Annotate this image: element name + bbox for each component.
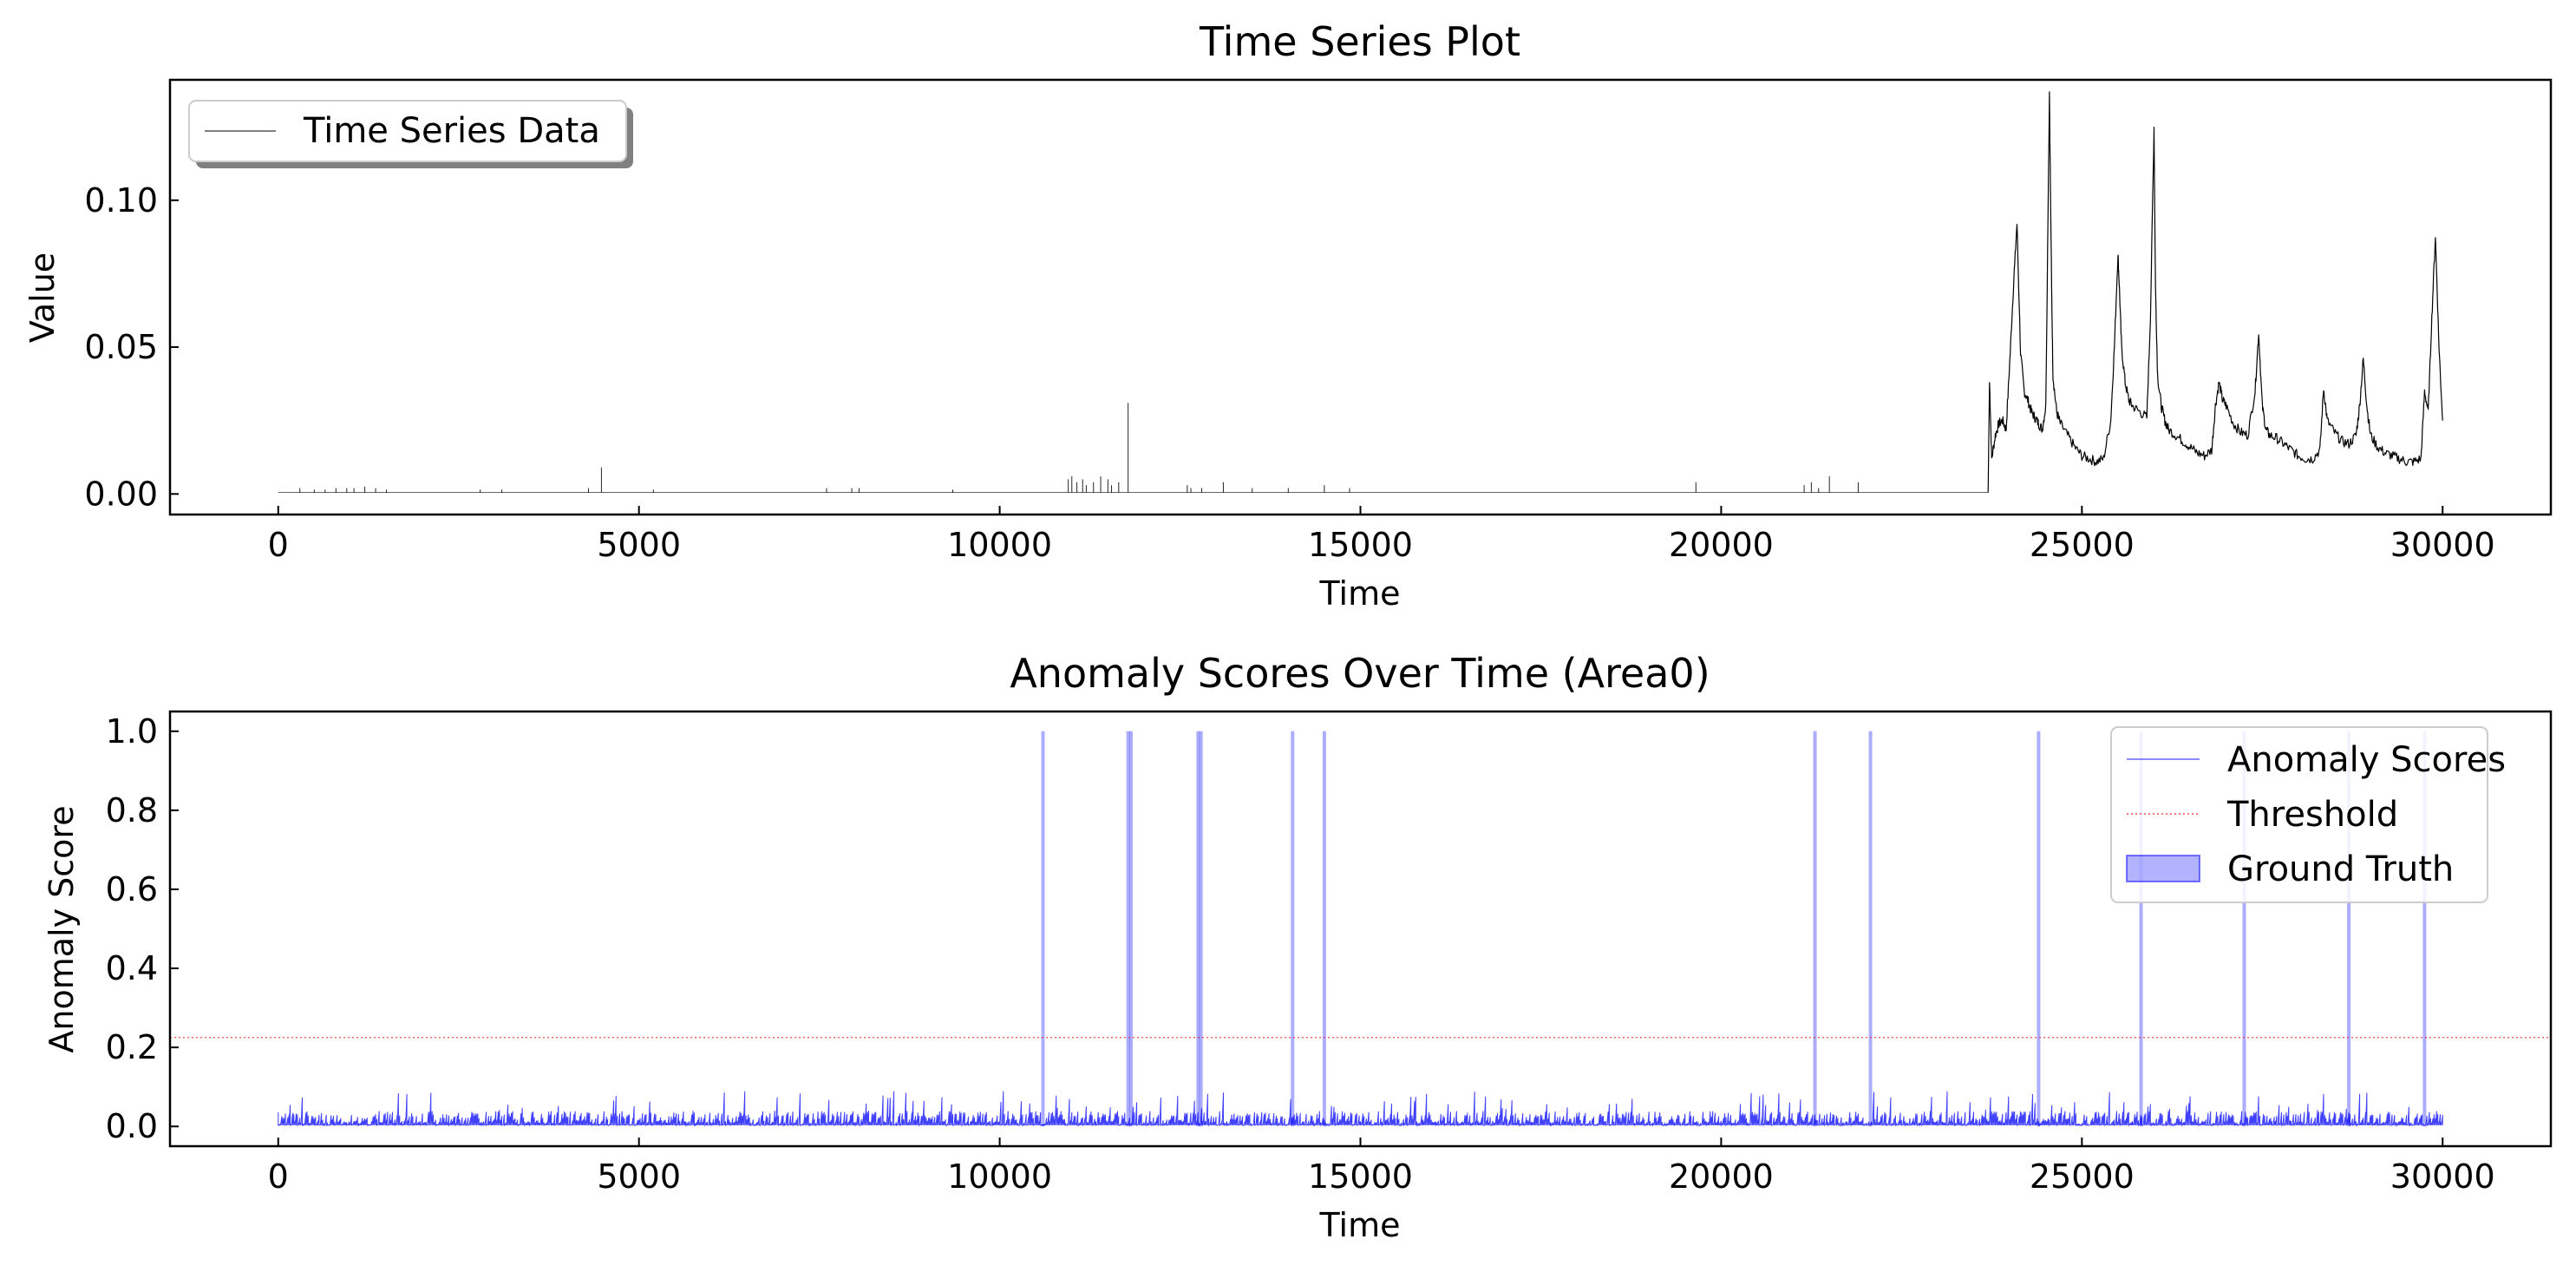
x-tick-label: 30000	[2390, 1157, 2495, 1196]
x-tick-label: 20000	[1669, 1157, 1774, 1196]
anomaly-score-line	[278, 1091, 2443, 1127]
y-tick-label: 0.05	[84, 328, 158, 366]
legend-label: Threshold	[2226, 795, 2398, 835]
x-tick-label: 30000	[2390, 526, 2495, 564]
x-tick-label: 20000	[1669, 526, 1774, 564]
y-tick-label: 0.0	[106, 1107, 158, 1145]
legend: Anomaly Scores Threshold Ground Truth	[2110, 726, 2506, 903]
y-tick-label: 1.0	[106, 712, 158, 751]
panel-time-series: Time Series Plot 0 5000 10000 15000 20000 250…	[23, 18, 2553, 613]
y-axis-label: Value	[23, 252, 62, 343]
data-marks	[278, 91, 2443, 493]
legend-label: Anomaly Scores	[2227, 740, 2506, 780]
y-tick-label: 0.8	[106, 791, 158, 829]
x-tick-label: 10000	[947, 1157, 1052, 1196]
y-tick-label: 0.00	[84, 475, 158, 513]
y-tick-label: 0.4	[106, 949, 158, 987]
x-tick-label: 25000	[2030, 526, 2135, 564]
panel-anomaly-scores: Anomaly Scores Over Time (Area0) 0 5000 10…	[42, 650, 2553, 1244]
legend: Time Series Data	[188, 100, 633, 168]
series-line	[1987, 91, 2443, 493]
x-tick-label: 15000	[1308, 1157, 1413, 1196]
x-tick-label: 0	[268, 526, 289, 564]
x-tick-label: 0	[268, 1157, 289, 1196]
legend-box	[188, 100, 627, 162]
plot-frame	[168, 710, 2553, 1148]
x-axis-label: Time	[1319, 1206, 1401, 1244]
x-tick-label: 25000	[2030, 1157, 2135, 1196]
legend-label: Time Series Data	[303, 111, 600, 151]
legend-box	[2110, 726, 2488, 903]
plot-frame	[168, 78, 2553, 516]
y-tick-label: 0.6	[106, 870, 158, 908]
chart-title: Time Series Plot	[1199, 18, 1520, 65]
tick-group: 0 5000 10000 15000 20000 25000 30000 0.00 0.05 0.…	[84, 181, 2494, 564]
y-tick-label: 0.10	[84, 181, 158, 220]
y-tick-label: 0.2	[106, 1028, 158, 1066]
legend-label: Ground Truth	[2227, 849, 2454, 889]
tick-group: 0 5000 10000 15000 20000 25000 30000 0.0 0.2 0.4 0…	[106, 712, 2495, 1196]
legend-swatch-patch	[2126, 855, 2200, 882]
x-tick-label: 5000	[597, 1157, 681, 1196]
x-tick-label: 15000	[1308, 526, 1413, 564]
x-axis-label: Time	[1319, 574, 1401, 613]
x-tick-label: 10000	[947, 526, 1052, 564]
chart-title: Anomaly Scores Over Time (Area0)	[1010, 650, 1710, 697]
y-axis-label: Anomaly Score	[42, 805, 81, 1052]
x-tick-label: 5000	[597, 526, 681, 564]
